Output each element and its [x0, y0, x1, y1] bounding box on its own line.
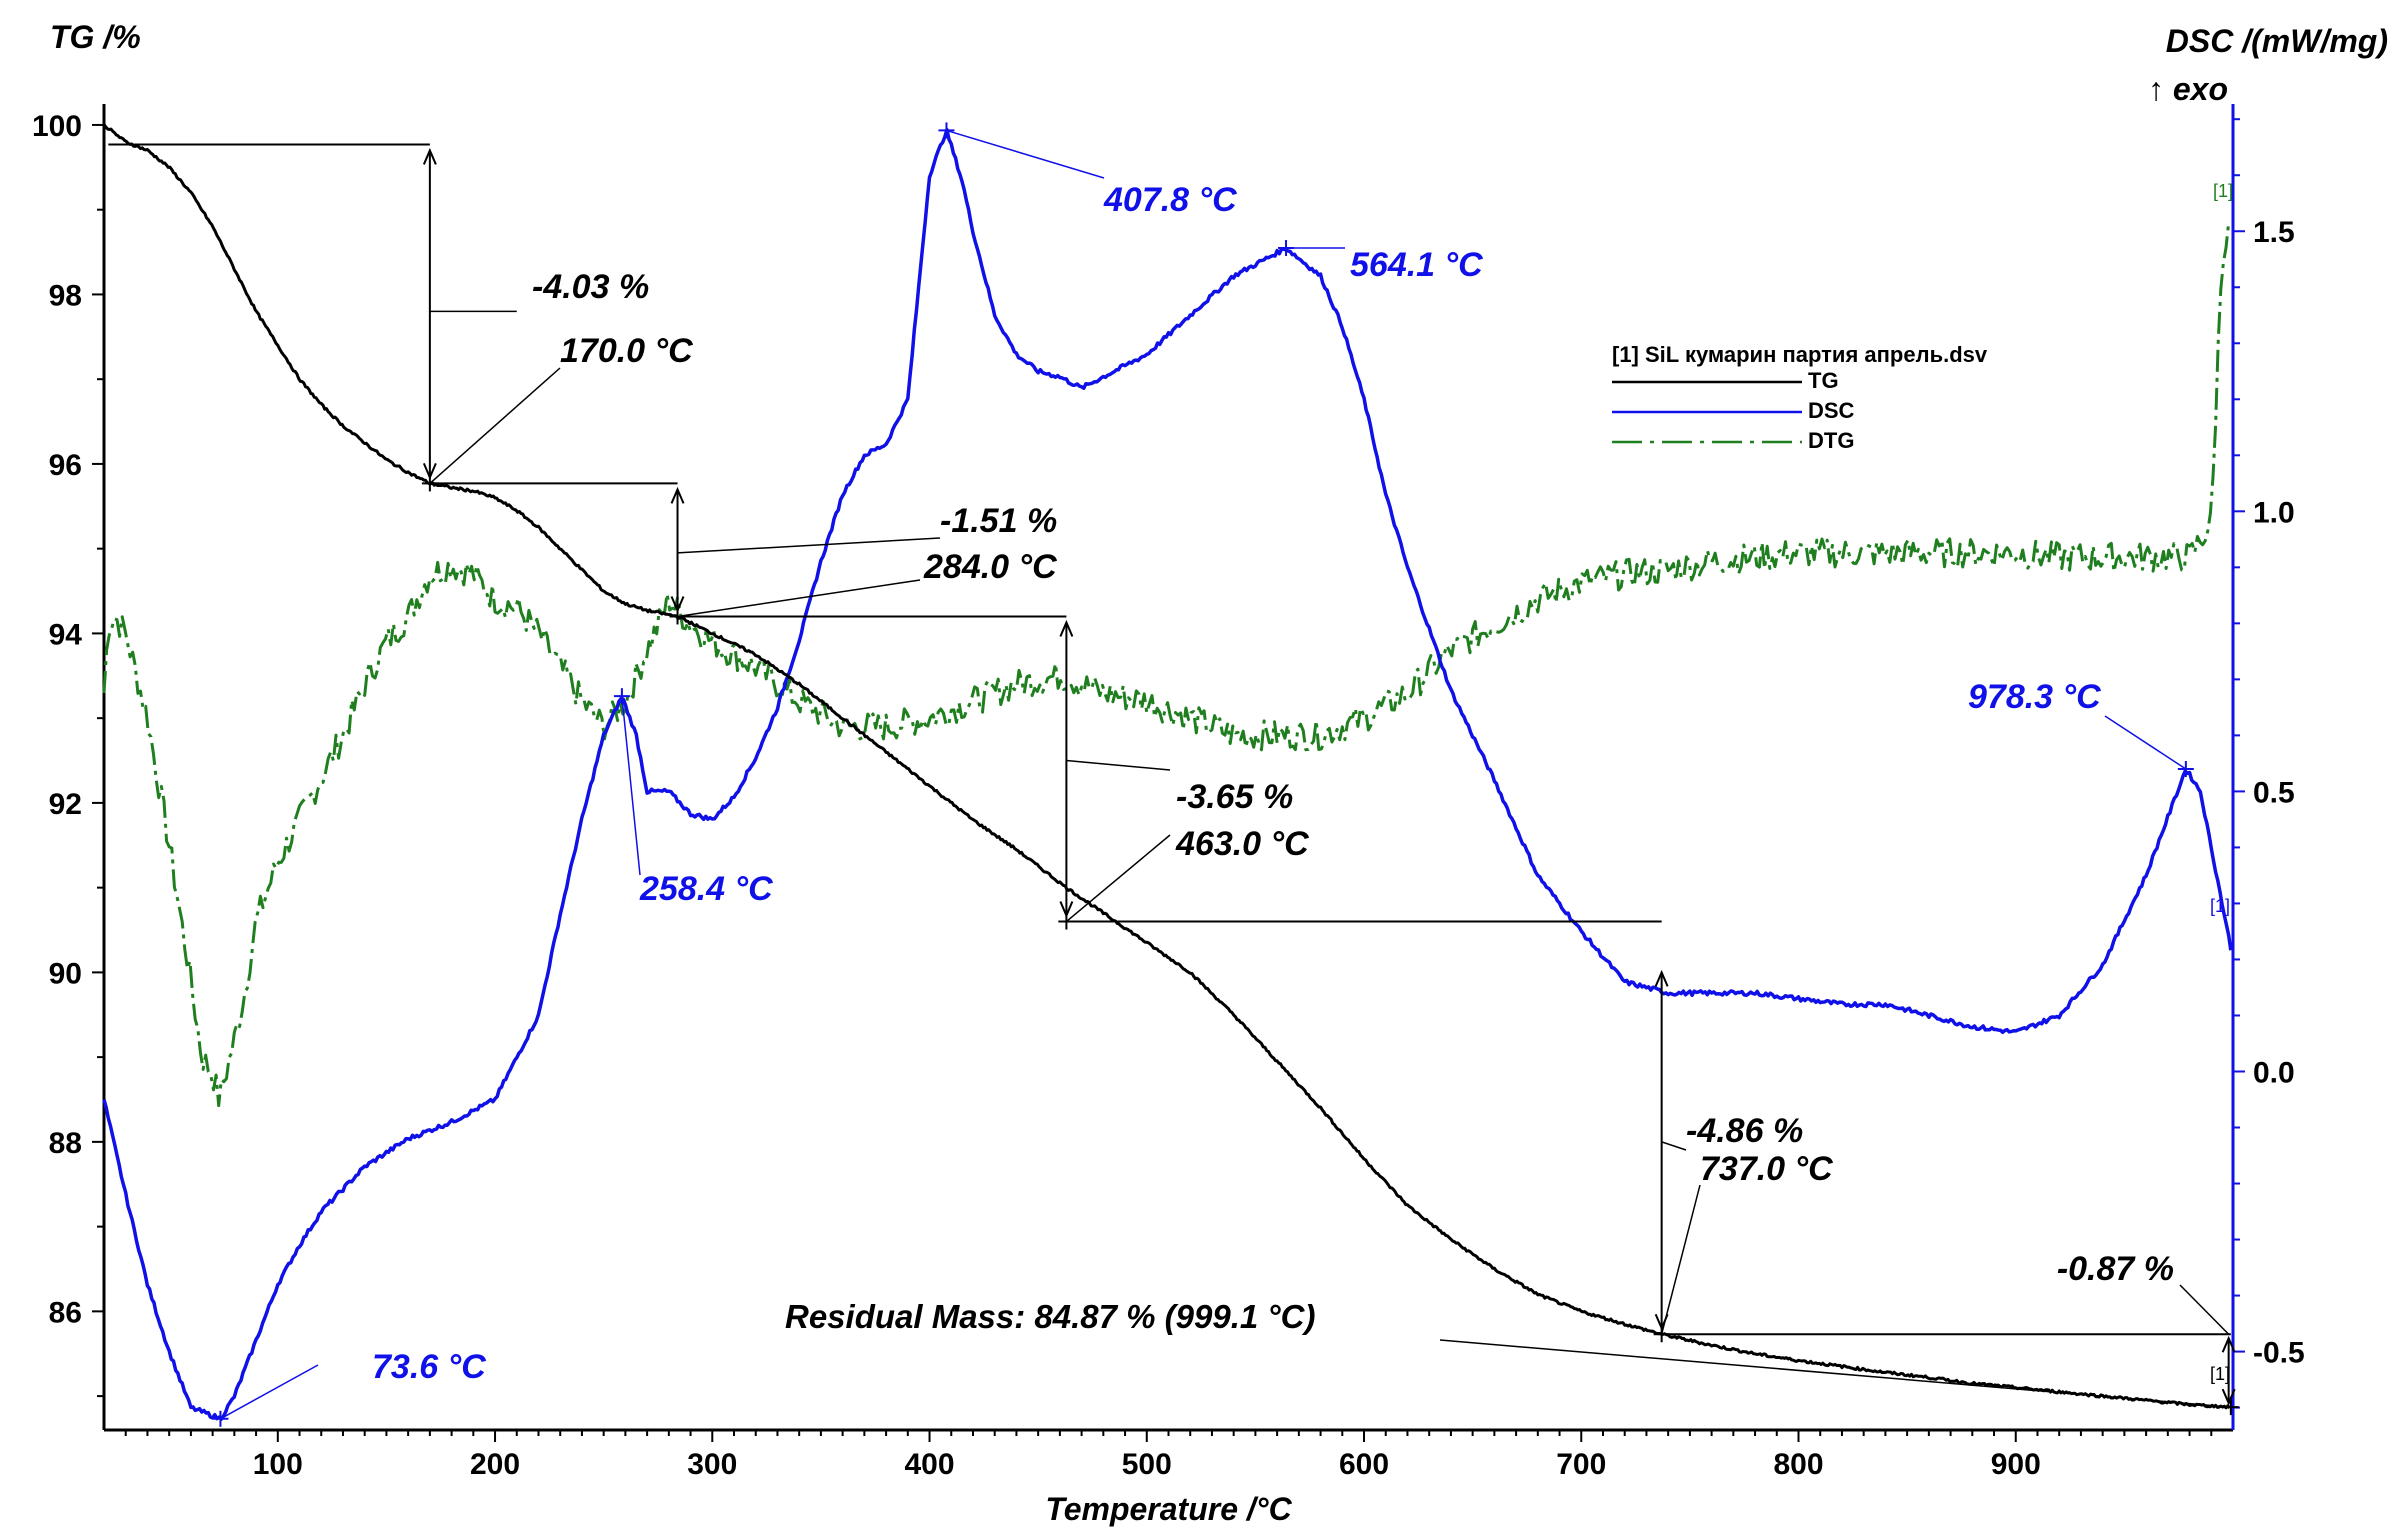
series-dtg-line — [102, 222, 2231, 1108]
tg-step2-loss-label: -1.51 % — [940, 502, 1057, 540]
x-tick-label: 400 — [904, 1448, 954, 1481]
y-right-tick-label: 0.0 — [2253, 1056, 2295, 1089]
tg-step1-loss-label: -4.03 % — [532, 268, 649, 306]
series-tg-line — [102, 123, 2231, 1410]
tg-step4-arrow-head-top — [1654, 969, 1669, 987]
legend-entry-dsc: DSC — [1808, 398, 1855, 423]
residual-mass-pointer — [1439, 1339, 2231, 1408]
legend-entry-tg: TG — [1808, 368, 1839, 393]
dsc-peak-label: 564.1 °C — [1350, 246, 1483, 284]
dsc-end-marker: [1] — [2210, 896, 2230, 916]
x-tick-label: 600 — [1339, 1448, 1389, 1481]
dsc-peak-pointer — [946, 129, 1105, 179]
x-tick-label: 800 — [1773, 1448, 1823, 1481]
x-tick-label: 200 — [470, 1448, 520, 1481]
tg-step2-temp-label: 284.0 °C — [923, 548, 1057, 586]
dsc-peak-pointer — [621, 696, 641, 876]
tg-step4-loss-label: -4.86 % — [1686, 1112, 1803, 1150]
y-left-tick-label: 96 — [49, 449, 82, 482]
tg-step1-temp-pointer — [429, 367, 561, 484]
tg-step1-arrow-head-top — [422, 147, 437, 165]
dsc-peak-label: 73.6 °C — [372, 1348, 486, 1386]
x-tick-label: 900 — [1991, 1448, 2041, 1481]
residual-mass-label: Residual Mass: 84.87 % (999.1 °C) — [785, 1298, 1315, 1335]
y-right-tick-label: 1.5 — [2253, 216, 2295, 249]
dsc-peak-label: 258.4 °C — [639, 870, 773, 908]
series-dsc-line — [102, 127, 2233, 1421]
x-tick-label: 300 — [687, 1448, 737, 1481]
y-left-tick-label: 98 — [49, 279, 82, 312]
y-left-tick-label: 86 — [49, 1296, 82, 1329]
tg-step2-temp-pointer — [677, 579, 921, 618]
legend-title: [1] SiL кумарин партия апрель.dsv — [1612, 342, 1988, 367]
tg-step3-temp-pointer — [1065, 834, 1171, 923]
tg-step2-pointer — [677, 537, 941, 554]
tg-step5-pointer — [2179, 1284, 2230, 1335]
tg-step5-arrow-head-bottom — [2221, 1388, 2236, 1406]
tg-step3-temp-label: 463.0 °C — [1175, 825, 1309, 863]
y-right-axis-title: DSC /(mW/mg) — [2166, 23, 2388, 59]
tg-step5-loss-label: -0.87 % — [2057, 1250, 2174, 1288]
tg-step3-arrow-head-top — [1059, 619, 1074, 637]
y-left-tick-label: 88 — [49, 1127, 82, 1160]
dsc-peak-pointer — [2104, 715, 2187, 770]
tg-step3-loss-label: -3.65 % — [1176, 778, 1293, 816]
tg-step3-pointer — [1066, 759, 1171, 771]
y-left-tick-label: 94 — [49, 618, 83, 651]
tg-step1-temp-label: 170.0 °C — [560, 332, 693, 370]
legend-entry-dtg: DTG — [1808, 428, 1854, 453]
dsc-peak-label: 407.8 °C — [1103, 181, 1237, 219]
y-right-tick-label: -0.5 — [2253, 1337, 2305, 1370]
y-right-tick-label: 0.5 — [2253, 776, 2295, 809]
tg-end-marker: [1] — [2210, 1364, 2230, 1384]
tg-step2-arrow-head-top — [670, 486, 685, 504]
tg-step4-temp-label: 737.0 °C — [1700, 1150, 1833, 1188]
y-left-tick-label: 90 — [49, 957, 82, 990]
annotations-group: -4.03 % 170.0 °C -1.51 % 284.0 °C -3.65 % 463… — [108, 122, 2239, 1427]
x-tick-label: 500 — [1122, 1448, 1172, 1481]
x-tick-label: 100 — [253, 1448, 303, 1481]
tg-step4-pointer — [1661, 1141, 1687, 1151]
x-axis-title: Temperature /°C — [1045, 1491, 1292, 1527]
axes-group: 100 200 300 400 500 600 700 800 900 Temperature /… — [32, 19, 2388, 1527]
curves-group — [102, 123, 2233, 1421]
y-right-tick-label: 1.0 — [2253, 496, 2295, 529]
y-left-axis-title: TG /% — [50, 19, 141, 55]
dsc-peak-pointer — [220, 1364, 319, 1420]
y-right-axis-subtitle: ↑ exo — [2148, 71, 2228, 107]
tg-step4-temp-pointer — [1660, 1184, 1701, 1335]
dsc-peak-label: 978.3 °C — [1968, 678, 2101, 716]
dtg-end-marker: [1] — [2213, 181, 2233, 201]
y-left-tick-label: 92 — [49, 788, 82, 821]
x-tick-label: 700 — [1556, 1448, 1606, 1481]
tg-step5-arrow-head-top — [2221, 1335, 2236, 1353]
y-left-tick-label: 100 — [32, 110, 82, 143]
